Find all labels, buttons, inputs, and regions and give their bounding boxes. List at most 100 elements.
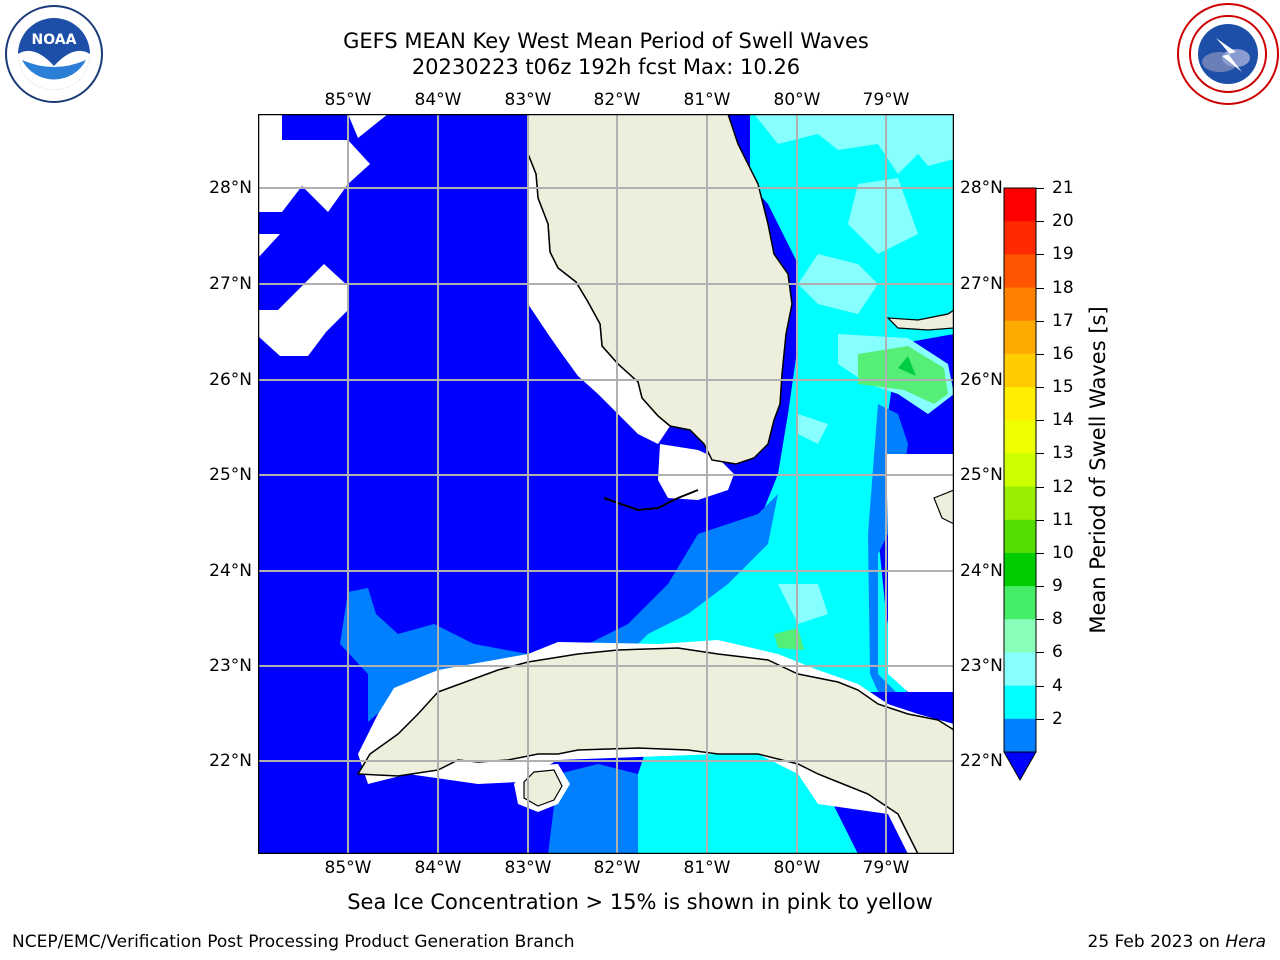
lon-label-bottom: 83°W — [504, 858, 552, 878]
lat-label-right: 28°N — [960, 178, 1003, 198]
colorbar-tick-label: 17 — [1052, 310, 1074, 331]
colorbar-cell — [1004, 552, 1036, 587]
footer-credit: NCEP/EMC/Verification Post Processing Pr… — [12, 932, 575, 952]
colorbar-tick-label: 9 — [1052, 576, 1063, 597]
lon-label-top: 85°W — [324, 90, 372, 110]
colorbar-cell — [1004, 685, 1036, 720]
bahamas-land — [886, 309, 954, 331]
cuba-land — [356, 647, 954, 854]
colorbar-tick-mark — [1036, 254, 1044, 256]
colorbar-tick-mark — [1036, 353, 1044, 355]
colorbar-tick-mark — [1036, 486, 1044, 488]
colorbar-tick-label: 16 — [1052, 343, 1074, 364]
lon-label-top: 83°W — [504, 90, 552, 110]
ocean-period-8-9 — [848, 178, 918, 254]
no-data-patch — [258, 140, 370, 212]
lat-label-left: 27°N — [209, 274, 252, 294]
colorbar — [1003, 187, 1037, 782]
footer-date: 25 Feb 2023 on Hera — [1087, 932, 1266, 952]
ocean-period-8-9 — [778, 584, 828, 624]
lat-label-left: 26°N — [209, 370, 252, 390]
noaa-logo-text: NOAA — [32, 32, 77, 48]
colorbar-tick-mark — [1036, 652, 1044, 654]
colorbar-cell — [1004, 519, 1036, 554]
colorbar-tick-label: 4 — [1052, 675, 1063, 696]
map-frame — [258, 114, 954, 854]
colorbar-cell — [1004, 453, 1036, 488]
colorbar-cell — [1004, 287, 1036, 322]
colorbar-tick-mark — [1036, 453, 1044, 455]
colorbar-cell — [1004, 353, 1036, 388]
no-data-patch — [528, 114, 670, 444]
noaa-logo-icon: NOAA — [5, 5, 103, 103]
colorbar-tick-label: 11 — [1052, 509, 1074, 530]
colorbar-tick-mark — [1036, 287, 1044, 289]
colorbar-cell — [1004, 652, 1036, 687]
lon-label-top: 79°W — [862, 90, 910, 110]
lat-label-left: 24°N — [209, 561, 252, 581]
ocean-period-4-6 — [340, 588, 528, 722]
no-data-patch — [258, 234, 280, 258]
lat-label-right: 25°N — [960, 465, 1003, 485]
colorbar-tick-mark — [1036, 586, 1044, 588]
nws-logo-icon — [1177, 3, 1279, 105]
colorbar-tick-mark — [1036, 320, 1044, 322]
colorbar-tick-label: 19 — [1052, 244, 1074, 265]
lat-label-right: 23°N — [960, 656, 1003, 676]
colorbar-cell — [1004, 619, 1036, 653]
no-data-patch — [258, 264, 348, 356]
lon-label-bottom: 80°W — [773, 858, 821, 878]
colorbar-tick-label: 12 — [1052, 476, 1074, 497]
chart-title-line1: GEFS MEAN Key West Mean Period of Swell … — [343, 29, 869, 53]
lon-label-bottom: 85°W — [324, 858, 372, 878]
colorbar-cell — [1004, 320, 1036, 355]
colorbar-tick-mark — [1036, 619, 1044, 621]
lon-label-top: 82°W — [593, 90, 641, 110]
swell-period-map — [258, 114, 954, 854]
lat-label-left: 28°N — [209, 178, 252, 198]
colorbar-cell — [1004, 420, 1036, 454]
ocean-period-9-10 — [858, 346, 948, 404]
colorbar-cell — [1004, 718, 1036, 753]
lon-label-bottom: 81°W — [683, 858, 731, 878]
sea-ice-caption: Sea Ice Concentration > 15% is shown in … — [347, 890, 933, 914]
no-data-patch — [348, 114, 388, 138]
colorbar-extend-arrow — [1003, 751, 1037, 782]
lon-label-bottom: 79°W — [862, 858, 910, 878]
colorbar-tick-label: 6 — [1052, 642, 1063, 663]
colorbar-tick-label: 15 — [1052, 377, 1074, 398]
chart-title-line2: 20230223 t06z 192h fcst Max: 10.26 — [411, 55, 801, 79]
lat-label-right: 22°N — [960, 751, 1003, 771]
lon-label-top: 80°W — [773, 90, 821, 110]
ocean-period-8-9 — [754, 114, 954, 174]
lat-label-left: 22°N — [209, 751, 252, 771]
no-data-patch — [886, 454, 954, 692]
andros-land — [933, 489, 954, 525]
colorbar-tick-label: 13 — [1052, 443, 1074, 464]
isla-juventud-land — [523, 769, 563, 807]
lon-label-bottom: 82°W — [593, 858, 641, 878]
colorbar-tick-mark — [1036, 387, 1044, 389]
footer-host: Hera — [1225, 932, 1266, 952]
colorbar-cell — [1004, 221, 1036, 255]
colorbar-cell — [1004, 254, 1036, 289]
map-grid — [258, 114, 954, 854]
colorbar-cell — [1004, 188, 1036, 222]
lat-label-right: 24°N — [960, 561, 1003, 581]
lat-label-right: 27°N — [960, 274, 1003, 294]
colorbar-tick-label: 21 — [1052, 178, 1074, 198]
lon-label-top: 84°W — [414, 90, 462, 110]
lon-label-top: 81°W — [683, 90, 731, 110]
colorbar-tick-label: 10 — [1052, 542, 1074, 563]
colorbar-tick-label: 18 — [1052, 277, 1074, 298]
colorbar-tick-mark — [1036, 552, 1044, 554]
colorbar-label: Mean Period of Swell Waves [s] — [1086, 306, 1110, 634]
colorbar-tick-label: 8 — [1052, 609, 1063, 630]
colorbar-tick-label: 20 — [1052, 211, 1074, 232]
florida-keys — [603, 489, 699, 512]
colorbar-tick-mark — [1036, 221, 1044, 223]
colorbar-cell — [1004, 387, 1036, 421]
colorbar-tick-mark — [1036, 420, 1044, 422]
colorbar-tick-label: 14 — [1052, 410, 1074, 431]
ocean-period-10-11 — [898, 356, 916, 376]
